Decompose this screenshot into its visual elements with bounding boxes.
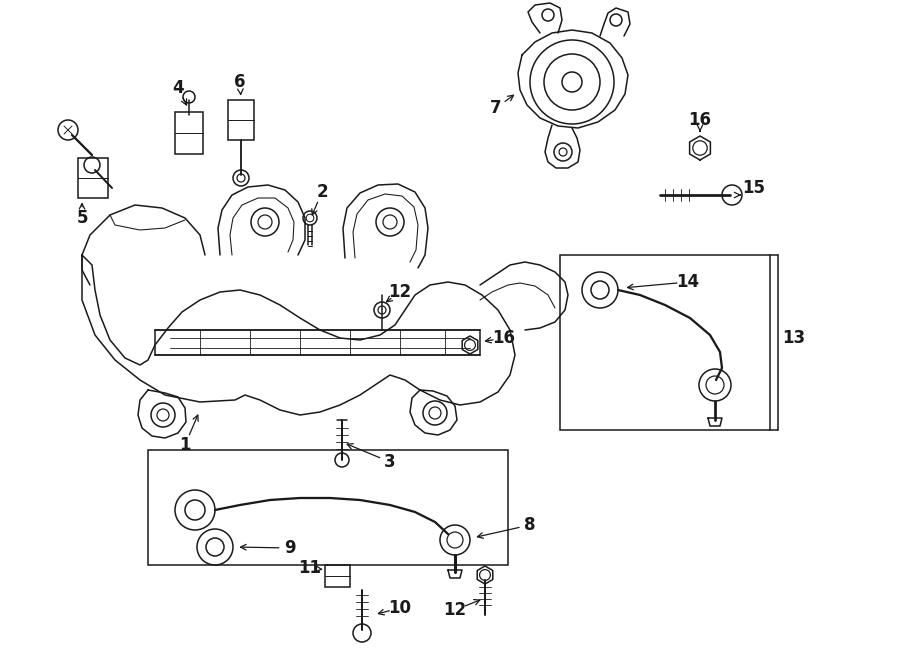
Bar	[228, 100, 254, 140]
Text: 3: 3	[384, 453, 396, 471]
Bar	[325, 565, 350, 587]
Text: 4: 4	[172, 79, 184, 97]
Text: 11: 11	[299, 559, 321, 577]
Text: 2: 2	[316, 183, 328, 201]
Text: 12: 12	[444, 601, 466, 619]
Text: 10: 10	[389, 599, 411, 617]
Bar	[560, 255, 770, 430]
Text: 16: 16	[492, 329, 516, 347]
Text: 7: 7	[491, 99, 502, 117]
Bar	[148, 450, 508, 565]
Text: 1: 1	[179, 436, 191, 454]
Text: 9: 9	[284, 539, 296, 557]
Text: 5: 5	[76, 209, 88, 227]
Text: 14: 14	[677, 273, 699, 291]
Text: 6: 6	[234, 73, 246, 91]
Text: 12: 12	[389, 283, 411, 301]
Text: 13: 13	[782, 329, 806, 347]
Text: 15: 15	[742, 179, 765, 197]
Bar	[78, 158, 108, 198]
Text: 8: 8	[524, 516, 536, 534]
Bar	[175, 112, 203, 154]
Text: 16: 16	[688, 111, 712, 129]
